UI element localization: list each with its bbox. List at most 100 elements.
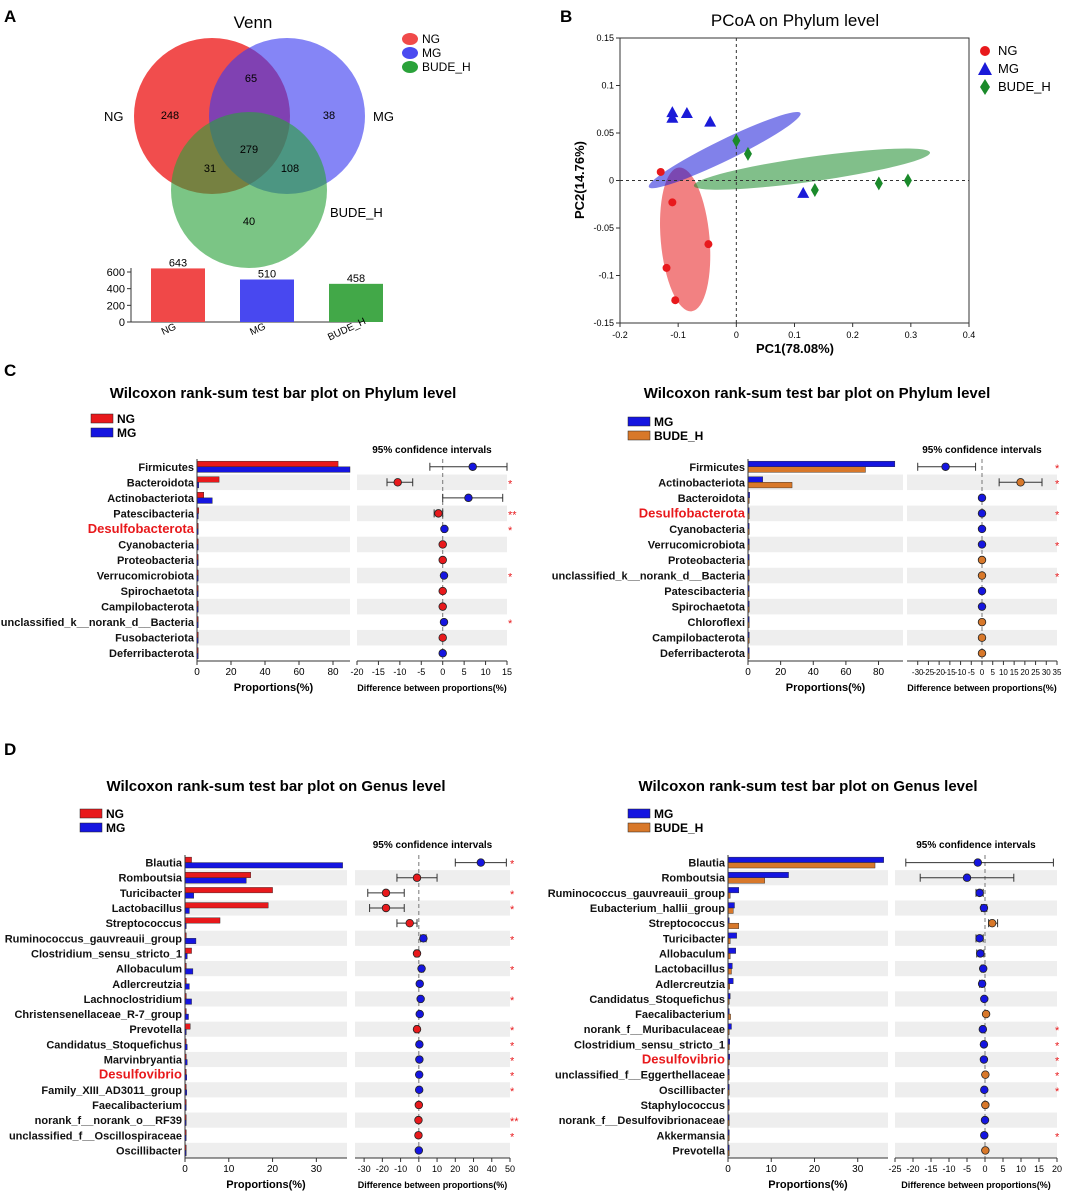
wilcoxon-category-label: Verrucomicrobiota	[648, 539, 746, 551]
wilcoxon-bar-bude_h	[727, 922, 740, 929]
wilcoxon-row-stripe	[895, 1112, 1057, 1128]
wilcoxon-category-label: Allobaculum	[659, 948, 725, 960]
wilcoxon-dtick-label: -5	[963, 1164, 971, 1174]
wilcoxon-row-stripe	[895, 1082, 1057, 1098]
wilcoxon-category-label: Proteobacteria	[117, 555, 195, 567]
wilcoxon-diff-point	[977, 571, 987, 580]
wilcoxon-ci-title: 95% confidence intervals	[916, 840, 1036, 851]
wilcoxon-category-label: Desulfobacterota	[88, 521, 195, 536]
wilcoxon-row-stripe	[197, 567, 350, 584]
wilcoxon-row-stripe	[355, 1142, 510, 1158]
wilcoxon-row-stripe	[355, 930, 510, 946]
wilcoxon-dtick-label: -10	[393, 667, 406, 677]
wilcoxon-row-stripe	[355, 961, 510, 977]
wilcoxon-diff-point	[979, 1055, 989, 1064]
wilcoxon-row-stripe	[355, 1112, 510, 1128]
wilcoxon-significance-star: *	[510, 1071, 515, 1083]
wilcoxon-diff-point	[977, 617, 987, 627]
wilcoxon-category-label: Clostridium_sensu_stricto_1	[31, 948, 182, 960]
wilcoxon-diff-point	[980, 1085, 989, 1095]
wilcoxon-ci-title: 95% confidence intervals	[922, 445, 1042, 456]
wilcoxon-xtick-label: 10	[766, 1164, 778, 1175]
wilcoxon-legend-swatch	[627, 430, 651, 441]
wilcoxon-significance-star: *	[508, 525, 513, 537]
wilcoxon-row-stripe	[197, 629, 350, 646]
wilcoxon-diff-point	[438, 540, 447, 549]
venn-label-mg: MG	[373, 109, 394, 124]
wilcoxon-bar-ng	[184, 872, 251, 878]
wilcoxon-diff-point	[381, 888, 391, 898]
pcoa-xtick-label: 0.2	[846, 330, 859, 340]
wilcoxon-dtick-label: 0	[982, 1164, 987, 1174]
wilcoxon-bar-bude_h	[727, 862, 876, 869]
wilcoxon-genus-ng-mg: Wilcoxon rank-sum test bar plot on Genus…	[5, 778, 520, 1191]
venn-bar-ytick-label: 200	[107, 300, 125, 312]
venn-panel: Venn 248 38 40 65 31 108 279 NG MG BUDE_…	[104, 13, 471, 343]
wilcoxon-row-stripe	[357, 505, 507, 522]
wilcoxon-dtick-label: -20	[933, 668, 945, 677]
wilcoxon-legend-swatch	[627, 808, 651, 819]
wilcoxon-row-stripe	[357, 536, 507, 553]
wilcoxon-bar-mg	[727, 1023, 732, 1030]
pcoa-ytick-label: 0.05	[596, 128, 614, 138]
wilcoxon-diff-point	[412, 873, 422, 882]
wilcoxon-row-stripe	[355, 1021, 510, 1037]
wilcoxon-row-stripe	[197, 505, 350, 522]
wilcoxon-category-label: unclassified_k__norank_d__Bacteria	[1, 617, 195, 629]
wilcoxon-bar-mg	[727, 872, 789, 878]
wilcoxon-bar-mg	[184, 998, 192, 1005]
wilcoxon-diff-point	[438, 633, 447, 642]
wilcoxon-category-label: Chloroflexi	[688, 617, 745, 629]
wilcoxon-row-stripe	[197, 598, 350, 615]
wilcoxon-legend-swatch	[79, 808, 103, 819]
wilcoxon-category-label: Campilobacterota	[652, 633, 746, 645]
wilcoxon-dtick-label: 5	[462, 667, 467, 677]
pcoa-xtick-label: -0.2	[612, 330, 628, 340]
wilcoxon-bar-ng	[196, 460, 339, 467]
wilcoxon-diff-point	[438, 586, 447, 596]
wilcoxon-significance-star: *	[1055, 509, 1060, 521]
wilcoxon-category-label: Patescibacteria	[113, 508, 195, 520]
wilcoxon-diff-point	[438, 555, 447, 565]
wilcoxon-significance-star: *	[1055, 1056, 1060, 1068]
wilcoxon-category-label: Fusobacteriota	[115, 633, 195, 645]
wilcoxon-xtick-label: 20	[775, 667, 787, 678]
wilcoxon-significance-star: *	[510, 1131, 515, 1143]
pcoa-point-ng	[656, 167, 665, 176]
wilcoxon-category-label: Christensenellaceae_R-7_group	[14, 1009, 182, 1021]
wilcoxon-xtick-label: 20	[225, 667, 237, 678]
wilcoxon-significance-star: *	[510, 1025, 515, 1037]
wilcoxon-row-stripe	[355, 991, 510, 1007]
wilcoxon-legend-label: MG	[106, 821, 125, 835]
wilcoxon-bar-ng	[184, 902, 269, 909]
wilcoxon-diff-point	[979, 1040, 989, 1049]
wilcoxon-row-stripe	[895, 961, 1057, 977]
venn-count-mg-bude: 108	[281, 163, 299, 175]
wilcoxon-diff-point	[476, 858, 486, 867]
pcoa-point-ng	[671, 296, 680, 305]
wilcoxon-row-stripe	[728, 1021, 888, 1037]
wilcoxon-category-label: Firmicutes	[689, 462, 745, 474]
wilcoxon-category-label: Oscillibacter	[659, 1085, 726, 1097]
wilcoxon-category-label: unclassified_f__Oscillospiraceae	[9, 1130, 182, 1142]
pcoa-point-bude_h	[810, 183, 819, 197]
wilcoxon-legend-label: MG	[654, 807, 673, 821]
wilcoxon-significance-star: *	[1055, 572, 1060, 584]
wilcoxon-category-label: Staphylococcus	[641, 1100, 725, 1112]
wilcoxon-legend-swatch	[79, 822, 103, 833]
wilcoxon-category-label: Patescibacteria	[664, 586, 746, 598]
pcoa-point-mg	[666, 106, 679, 118]
wilcoxon-diff-point	[977, 649, 987, 658]
wilcoxon-legend-swatch	[627, 822, 651, 833]
wilcoxon-row-stripe	[895, 1142, 1057, 1158]
wilcoxon-dtick-label: -25	[888, 1164, 901, 1174]
wilcoxon-dtick-label: 25	[1031, 668, 1040, 677]
pcoa-point-bude_h	[903, 173, 912, 188]
wilcoxon-diff-point	[977, 524, 987, 534]
wilcoxon-significance-star: *	[1055, 478, 1060, 490]
wilcoxon-dlabel: Difference between proportions(%)	[358, 1180, 508, 1190]
wilcoxon-diff-point	[417, 964, 426, 973]
